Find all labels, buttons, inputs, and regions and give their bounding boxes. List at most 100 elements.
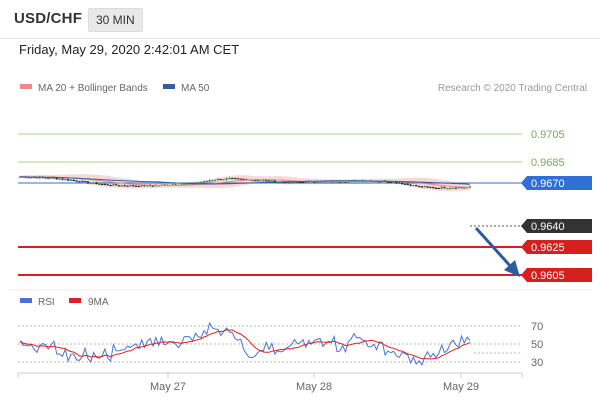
- rsi-legend-label: RSI: [38, 297, 55, 308]
- candle-body: [409, 184, 412, 186]
- rsi-ma-line: [19, 329, 471, 360]
- candle-body: [412, 185, 415, 187]
- candle: [109, 184, 112, 187]
- candle-body: [92, 182, 95, 184]
- candle: [432, 186, 435, 189]
- ma50-line: [20, 176, 471, 185]
- candle: [95, 181, 98, 185]
- rsi-70-label: 70: [531, 321, 543, 333]
- candle: [298, 181, 302, 184]
- candle-body: [239, 178, 242, 180]
- candle: [448, 187, 452, 190]
- candle-body: [143, 185, 146, 187]
- currency-pair-title: USD/CHF: [14, 10, 83, 27]
- candle: [262, 179, 265, 182]
- candle-body: [197, 182, 200, 184]
- candle: [72, 179, 75, 181]
- last-price-tag: [521, 219, 592, 233]
- candle: [86, 181, 90, 184]
- candle-body: [344, 181, 347, 183]
- candle: [126, 185, 129, 187]
- candle-body: [386, 181, 390, 183]
- candle-body: [315, 181, 319, 183]
- candle: [69, 179, 73, 181]
- candle-body: [463, 187, 466, 189]
- candle-body: [420, 186, 424, 188]
- candle-body: [423, 186, 426, 188]
- candle: [205, 180, 208, 183]
- candle-body: [253, 180, 257, 182]
- candle-body: [267, 180, 271, 182]
- candle: [64, 179, 67, 181]
- candle-body: [443, 187, 446, 189]
- candle: [417, 185, 421, 188]
- candle-body: [211, 180, 214, 182]
- timestamp: Friday, May 29, 2020 2:42:01 AM CET: [19, 42, 240, 57]
- candle-body: [236, 178, 240, 180]
- candle: [81, 180, 84, 183]
- candle-body: [112, 184, 115, 186]
- forecast-arrow-head: [504, 260, 520, 277]
- candle-body: [426, 186, 429, 188]
- candle-body: [392, 182, 395, 184]
- candle: [208, 179, 211, 183]
- candle: [214, 179, 217, 182]
- candle-body: [132, 185, 135, 187]
- candle: [423, 185, 426, 188]
- candle-body: [440, 187, 443, 189]
- candle-body: [106, 184, 109, 186]
- candle-body: [47, 177, 50, 179]
- candle-body: [398, 182, 401, 184]
- research-credit: Research © 2020 Trading Central: [438, 83, 587, 94]
- candle-body: [100, 183, 104, 185]
- candle-body: [242, 178, 245, 180]
- candle-body: [117, 185, 121, 187]
- candle-body: [460, 187, 463, 189]
- forecast-arrow-shaft: [474, 226, 514, 270]
- candle: [454, 187, 458, 189]
- candle-body: [228, 178, 231, 180]
- rsi-legend-swatch: [20, 298, 32, 303]
- candle: [415, 184, 418, 187]
- rsi-line: [19, 321, 471, 367]
- candle-body: [448, 187, 452, 189]
- candle: [236, 177, 240, 180]
- candle-body: [185, 183, 189, 185]
- candle: [403, 183, 407, 185]
- candle-body: [49, 177, 53, 179]
- candle-body: [400, 182, 404, 184]
- candle-body: [222, 179, 225, 181]
- candle-body: [27, 177, 30, 179]
- candle-body: [273, 180, 276, 183]
- timeframe-badge[interactable]: 30 MIN: [88, 8, 143, 32]
- candle-body: [457, 187, 460, 189]
- candle: [420, 186, 424, 189]
- candle-body: [123, 185, 126, 187]
- candle-body: [182, 183, 186, 185]
- candle-body: [250, 180, 254, 182]
- candle-body: [216, 179, 220, 181]
- candle-body: [434, 187, 438, 189]
- candle-body: [446, 188, 449, 190]
- candle: [202, 180, 206, 183]
- candle-body: [58, 178, 61, 180]
- candle-body: [32, 177, 36, 179]
- candle-body: [140, 185, 143, 187]
- candle-body: [52, 177, 56, 179]
- candle-body: [451, 187, 455, 189]
- candle: [75, 180, 78, 182]
- candle-body: [30, 177, 33, 179]
- candle: [219, 178, 223, 181]
- candle-body: [129, 185, 132, 187]
- candle: [434, 186, 438, 189]
- candle: [412, 185, 415, 187]
- candle-body: [265, 180, 268, 182]
- candle-body: [231, 178, 234, 180]
- candle-body: [395, 182, 398, 184]
- candle-body: [437, 187, 441, 189]
- candle-body: [134, 185, 138, 187]
- ma20-legend-label: MA 20 + Bollinger Bands: [38, 83, 148, 94]
- candle-body: [66, 179, 70, 181]
